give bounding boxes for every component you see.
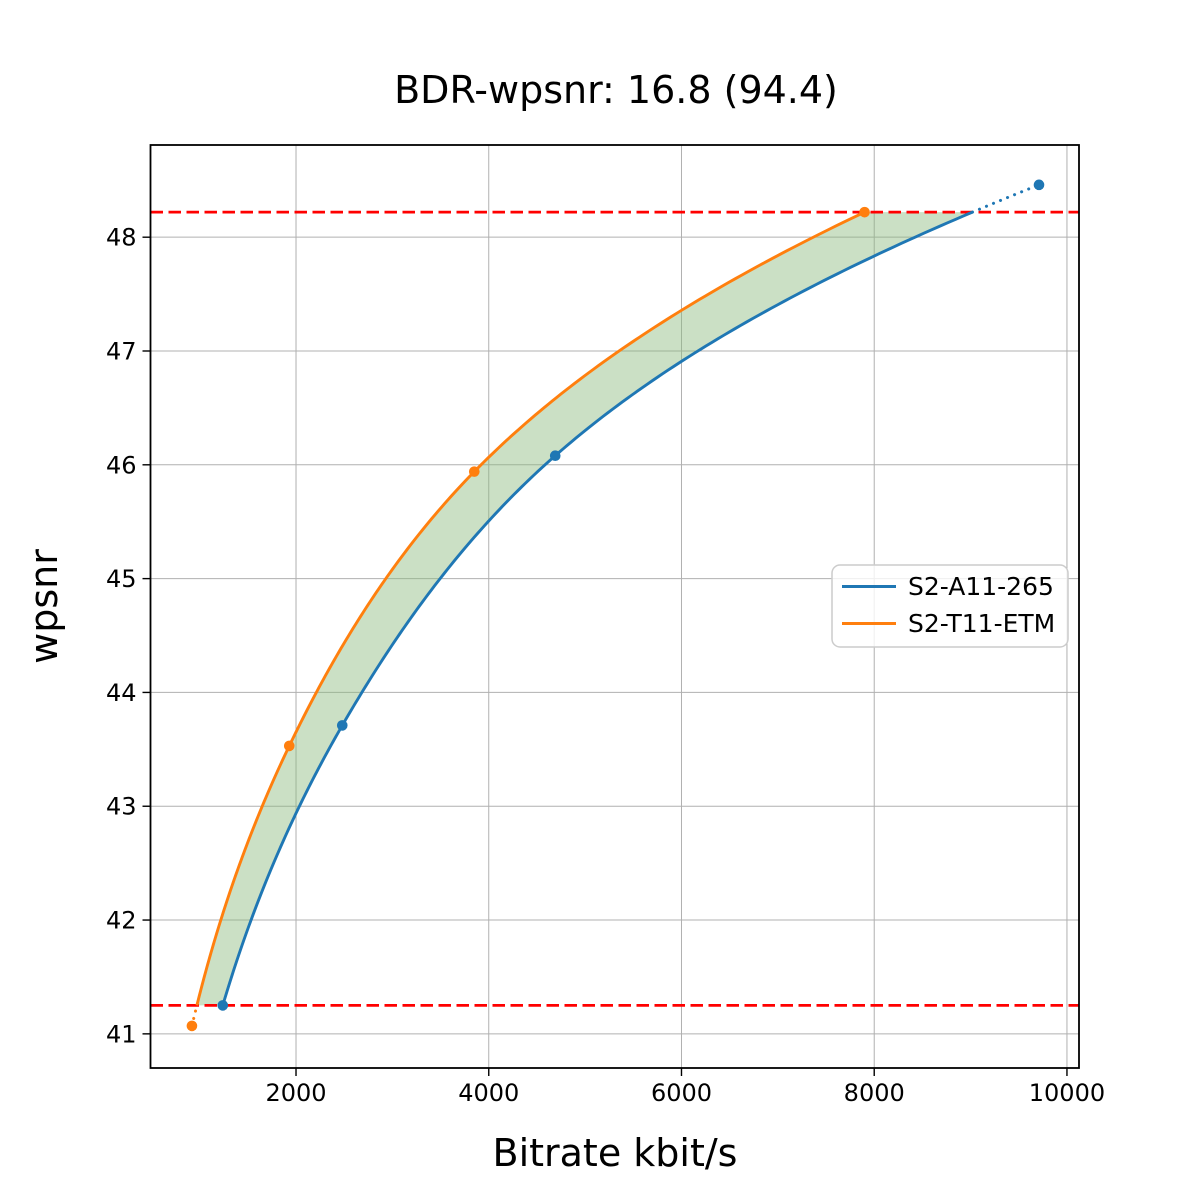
x-tick-label: 4000 — [458, 1079, 519, 1107]
data-point-marker — [217, 1000, 229, 1011]
data-point-marker — [468, 466, 480, 477]
y-tick-label: 42 — [106, 907, 137, 935]
legend-entry-label: S2-A11-265 — [908, 572, 1054, 601]
legend: S2-A11-265 S2-T11-ETM — [831, 564, 1069, 648]
axes-layer: 2000 4000 6000 8000 10000 41 42 43 44 45 46 47 48 — [106, 144, 1105, 1107]
y-tick-label: 44 — [106, 679, 137, 707]
x-tick-label: 2000 — [265, 1079, 326, 1107]
series-curve — [195, 210, 866, 1006]
legend-entry-label: S2-T11-ETM — [908, 609, 1055, 638]
data-point-marker — [283, 740, 295, 752]
chart-title: BDR-wpsnr: 16.8 (94.4) — [394, 68, 838, 112]
series-curve-dotted — [970, 183, 1041, 214]
data-point-marker — [186, 1020, 198, 1032]
y-tick-label: 45 — [106, 565, 137, 593]
y-tick-label: 46 — [106, 451, 137, 479]
y-tick-label: 43 — [106, 793, 137, 821]
y-tick-label: 41 — [106, 1020, 137, 1048]
y-tick-label: 47 — [106, 337, 137, 365]
data-point-marker — [336, 720, 348, 731]
x-tick-label: 10000 — [1029, 1079, 1105, 1107]
x-tick-label: 6000 — [651, 1079, 712, 1107]
x-tick-label: 8000 — [844, 1079, 905, 1107]
data-point-marker — [859, 206, 870, 218]
y-axis-label: wpsnr — [22, 549, 66, 664]
x-axis-label: Bitrate kbit/s — [493, 1131, 738, 1175]
plot-border — [149, 144, 1080, 1069]
data-point-marker — [549, 450, 561, 462]
overlap-lines-layer — [150, 210, 1079, 1007]
data-point-marker — [1033, 179, 1045, 191]
y-tick-label: 48 — [106, 224, 137, 252]
series-layer — [186, 179, 1045, 1032]
series-curve — [221, 210, 973, 1006]
